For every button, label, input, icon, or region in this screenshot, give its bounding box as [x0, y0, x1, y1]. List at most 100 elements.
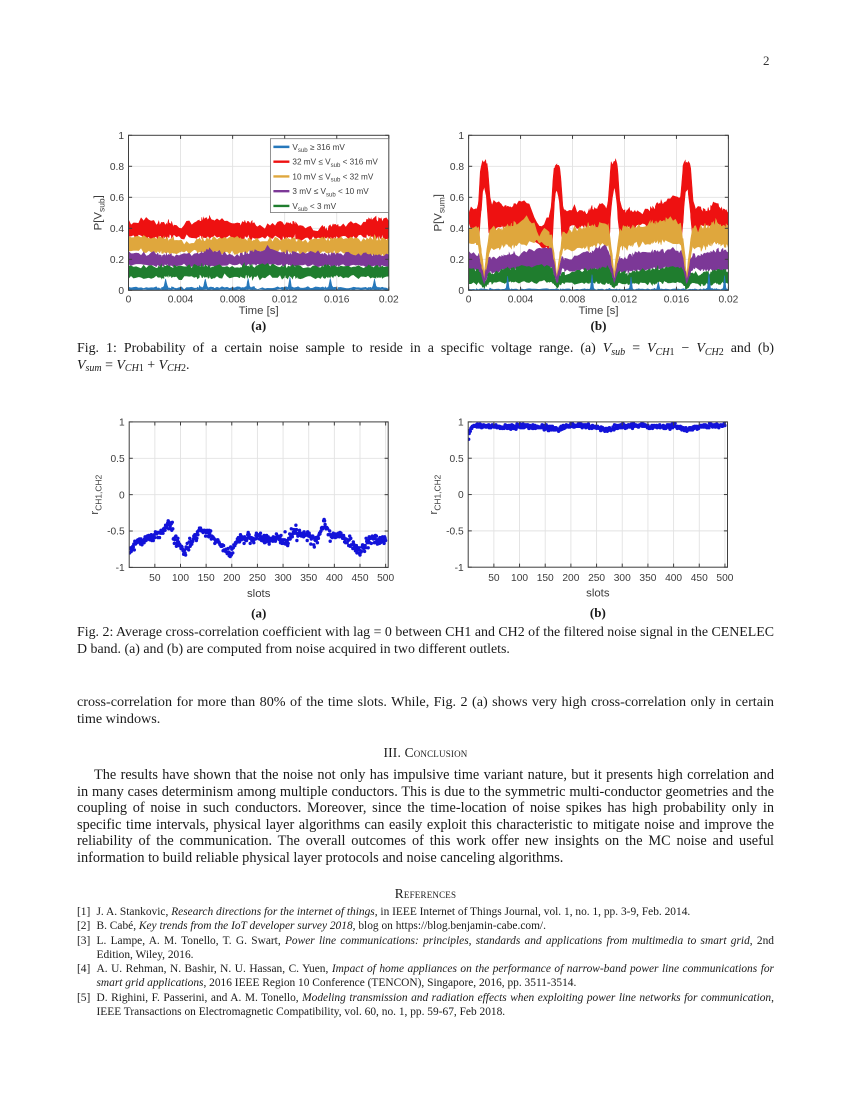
scatter-points [129, 517, 388, 559]
y-tick-label: 1 [119, 418, 125, 429]
reference-title: Power line communications: principles, s… [284, 934, 750, 947]
reference-authors: D. Righini, F. Passerini, and A. M. Tone… [96, 991, 303, 1004]
reference-tail: , IEEE Transactions on Electromagnetic C… [96, 991, 774, 1019]
reference-authors: J. A. Stankovic, [96, 906, 172, 918]
y-tick-label: 0.8 [110, 162, 124, 173]
references-title: References [394, 886, 457, 901]
y-tick-label: 1 [118, 131, 124, 142]
x-tick-label: 450 [351, 573, 368, 584]
section-number: III. [383, 745, 402, 760]
axes-box [468, 134, 729, 291]
figure2-panel-a-plot: 50 100 150 200 250 300 350 400 450 500 -1 -0.5 0 0.5 1… [89, 418, 394, 621]
x-axis-label: Time [s] [239, 305, 279, 317]
reference-label: [2] [77, 920, 91, 933]
subfigure-tag: (a) [251, 605, 266, 620]
y-tick-label: 0 [458, 490, 464, 501]
x-tick-label: 500 [377, 573, 394, 584]
series-band [128, 262, 389, 281]
x-tick-label: 450 [691, 573, 708, 584]
legend-label: 10 mV ≤ Vsub < 32 mV [292, 172, 373, 183]
y-tick-label: 0.4 [110, 224, 124, 235]
y-tick-label: 0 [458, 286, 464, 297]
references-list: [1] J. A. Stankovic, Research directions … [77, 905, 774, 1019]
reference-item-3: [3] L. Lampe, A. M. Tonello, T. G. Swart,… [77, 934, 774, 963]
y-tick-label: -1 [455, 563, 464, 574]
x-tick-label: 0.02 [379, 294, 399, 305]
reference-title: Impact of home appliances on the perform… [96, 963, 775, 990]
y-tick-label: 0.4 [450, 224, 464, 235]
x-axis-label: slots [586, 588, 610, 600]
x-tick-label: 0 [126, 294, 132, 305]
x-tick-label: 0.012 [612, 294, 638, 305]
figure2-caption: Fig. 2: Average cross-correlation coeffi… [77, 625, 774, 657]
x-tick-label: 350 [300, 573, 317, 584]
y-tick-label: -0.5 [107, 527, 125, 538]
x-tick-label: 200 [223, 573, 240, 584]
y-tick-label: 1 [458, 131, 464, 142]
x-tick-label: 0.012 [272, 294, 298, 305]
y-tick-label: 0 [119, 490, 125, 501]
y-axis-label: rCH1,CH2 [89, 474, 103, 514]
x-tick-label: 300 [614, 573, 631, 584]
reference-authors: A. U. Rehman, N. Bashir, N. U. Hassan, C… [96, 963, 332, 976]
subfigure-tag: (b) [590, 605, 606, 620]
section-title: Conclusion [404, 745, 468, 760]
reference-authors: B. Cabé, [96, 920, 139, 933]
x-tick-label: 400 [665, 573, 682, 584]
x-axis-label: slots [247, 588, 271, 600]
x-tick-label: 350 [639, 573, 656, 584]
legend-label: Vsub ≥ 316 mV [292, 143, 345, 154]
conclusion-paragraph: The results have shown that the noise no… [77, 767, 774, 866]
legend-box [269, 138, 389, 213]
y-tick-label: 0.5 [111, 454, 125, 465]
series-band [468, 264, 729, 291]
x-tick-label: 50 [488, 573, 500, 584]
reference-title: Research directions for the internet of … [171, 906, 375, 918]
y-axis-label: P[Vsum] [433, 194, 447, 231]
figure1-caption: Fig. 1: Probability of a certain noise s… [77, 341, 775, 375]
reference-label: [5] [77, 991, 91, 1004]
subfigure-tag: (b) [591, 318, 607, 333]
reference-label: [3] [77, 934, 91, 947]
y-tick-label: 0.8 [450, 162, 464, 173]
figure2-panel-b-plot: 50 100 150 200 250 300 350 400 450 500 -1 -0.5 0 0.5 1… [428, 418, 734, 621]
y-tick-label: 0.6 [110, 193, 124, 204]
figure1-panel-a-plot: 0 0.004 0.008 0.012 0.016 0.02 0 0.2 0.4 0.6 0.8 1 T… [93, 131, 400, 333]
x-tick-label: 200 [562, 573, 579, 584]
series-band [468, 244, 729, 288]
x-tick-label: 0.008 [560, 294, 586, 305]
x-tick-label: 250 [588, 573, 605, 584]
x-tick-label: 300 [275, 573, 292, 584]
reference-title: Key trends from the IoT developer survey… [138, 920, 353, 933]
x-tick-label: 0 [466, 294, 472, 305]
legend-label: Vsub < 3 mV [292, 202, 336, 213]
body-paragraph: cross-correlation for more than 80% of t… [77, 694, 774, 727]
x-tick-label: 0.004 [168, 294, 194, 305]
y-axis-label: P[Vsub] [93, 195, 107, 230]
y-tick-label: 0.5 [450, 454, 464, 465]
reference-title: Modeling transmission and radiation effe… [302, 991, 772, 1004]
legend-label: 32 mV ≤ Vsub < 316 mV [292, 158, 378, 169]
y-tick-label: 0 [118, 286, 124, 297]
x-tick-label: 100 [511, 573, 528, 584]
reference-tail: , blog on https://blog.benjamin-cabe.com… [352, 920, 546, 933]
section-heading-conclusion: III. Conclusion [77, 745, 774, 761]
reference-label: [4] [77, 963, 91, 976]
page-number: 2 [763, 53, 770, 68]
scatter-points [468, 421, 727, 441]
x-tick-label: 250 [249, 573, 266, 584]
y-tick-label: 0.2 [110, 255, 124, 266]
section-heading-references: References [77, 886, 774, 902]
reference-item-2: [2] B. Cabé, Key trends from the IoT deve… [77, 919, 774, 933]
y-tick-label: 0.2 [450, 255, 464, 266]
reference-item-5: [5] D. Righini, F. Passerini, and A. M. T… [77, 991, 774, 1020]
reference-tail: , 2016 IEEE Region 10 Conference (TENCON… [203, 977, 577, 990]
x-tick-label: 0.004 [508, 294, 534, 305]
reference-authors: L. Lampe, A. M. Tonello, T. G. Swart, [96, 934, 285, 947]
x-tick-label: 150 [198, 573, 215, 584]
series-band [128, 214, 389, 244]
series-band [468, 215, 729, 287]
x-tick-label: 0.016 [324, 294, 350, 305]
series-band [128, 244, 389, 270]
reference-item-4: [4] A. U. Rehman, N. Bashir, N. U. Hassan… [77, 962, 774, 991]
